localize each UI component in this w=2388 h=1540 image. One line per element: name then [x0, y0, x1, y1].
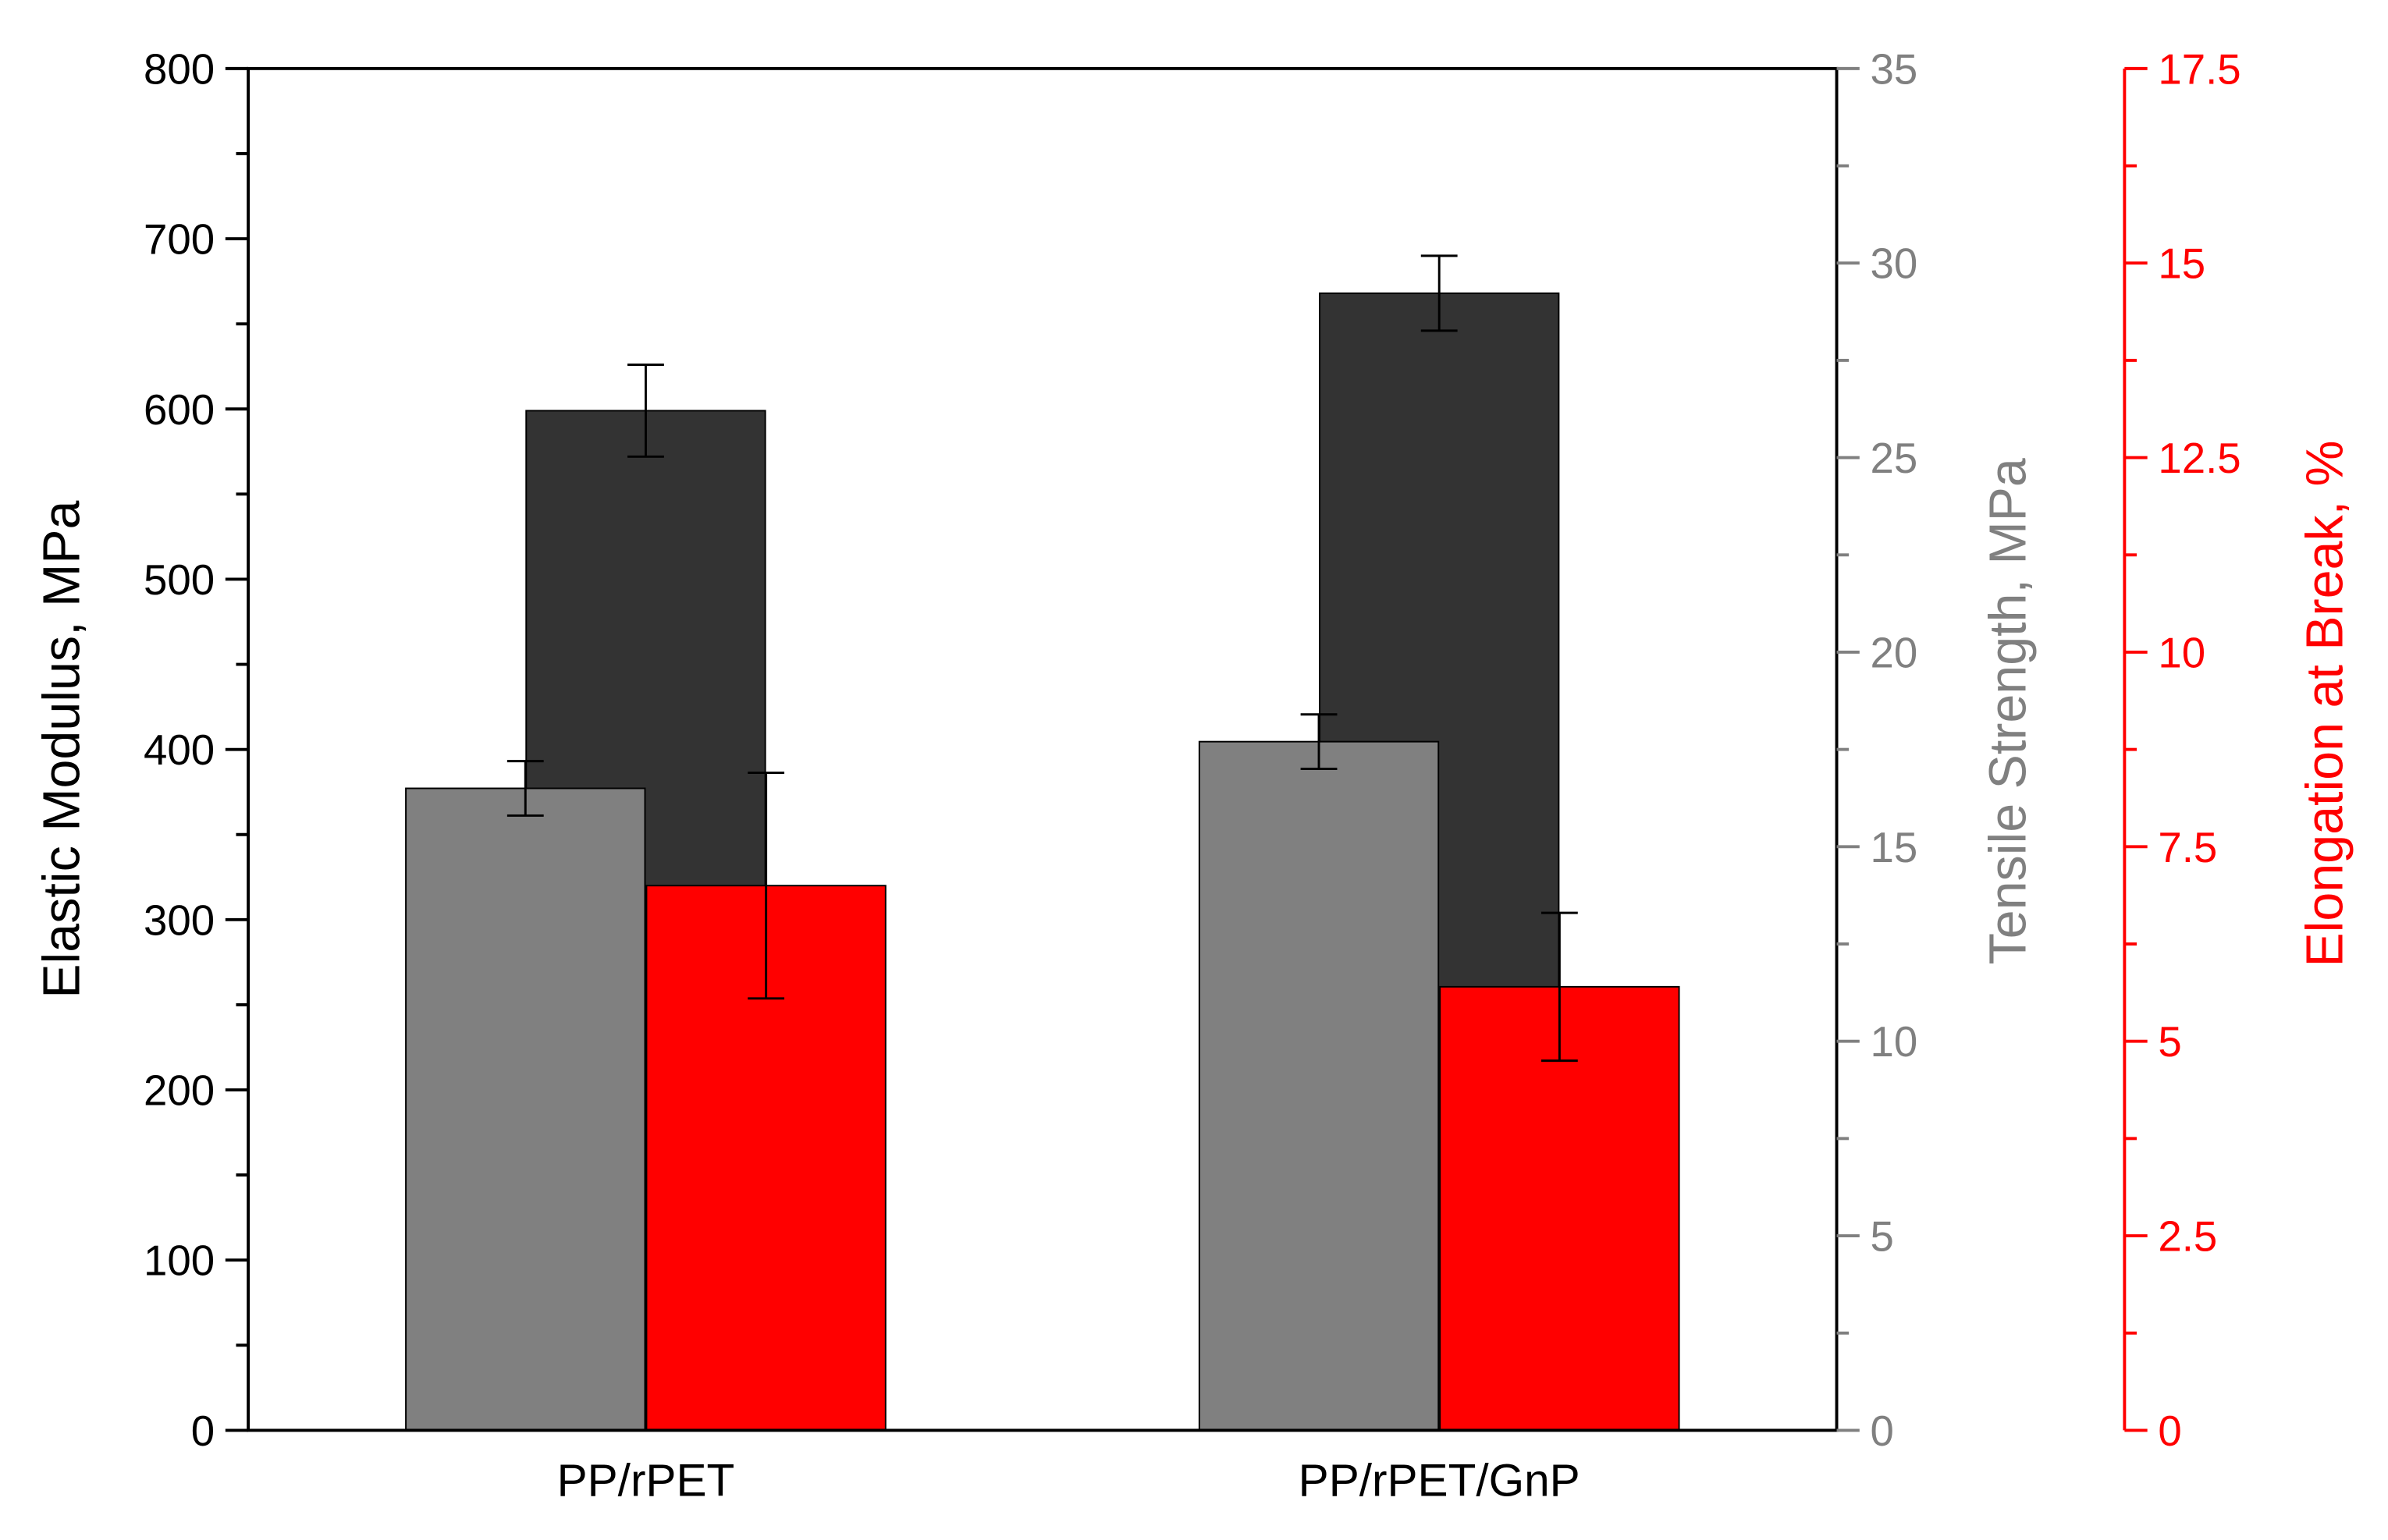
error-bars-layer [506, 254, 1578, 1063]
elongation-axis-tick-label: 0 [2158, 1407, 2181, 1455]
bar-right1-0 [405, 787, 646, 1432]
elongation-axis-tick-label: 2.5 [2158, 1213, 2217, 1261]
category-labels: PP/rPET PP/rPET/GnP [557, 1455, 1580, 1506]
elongation-axis-tick-label: 5 [2158, 1018, 2181, 1066]
left-axis-tick-label: 500 [144, 556, 215, 604]
elongation-axis-tick-label: 7.5 [2158, 824, 2217, 871]
category-label: PP/rPET [557, 1455, 735, 1506]
left-axis-tick-label: 600 [144, 386, 215, 434]
category-label: PP/rPET/GnP [1299, 1455, 1580, 1506]
elongation-axis-tick-label: 17.5 [2158, 45, 2241, 93]
error-bar [506, 760, 544, 817]
tensile-strength-axis-tick-label: 0 [1870, 1407, 1893, 1455]
error-bar [748, 772, 785, 1000]
bars-layer [405, 292, 1680, 1432]
tensile-strength-axis-title: Tensile Strength, MPa [1980, 458, 2038, 964]
left-axis-tick-label: 400 [144, 726, 215, 774]
tensile-strength-axis-tick-label: 20 [1870, 629, 1917, 676]
error-bar [1540, 911, 1578, 1063]
left-axis-title: Elastic Modulus, MPa [33, 500, 91, 998]
left-axis: 0 100 200 300 400 500 600 700 800 [144, 45, 249, 1455]
left-axis-tick-label: 300 [144, 896, 215, 944]
bar-right1-1 [1198, 740, 1440, 1432]
left-axis-tick-label: 200 [144, 1067, 215, 1115]
tensile-strength-axis-tick-label: 30 [1870, 240, 1917, 288]
left-axis-tick-label: 700 [144, 216, 215, 264]
elongation-axis-tick-label: 10 [2158, 629, 2205, 676]
error-bar [627, 364, 664, 458]
tensile-strength-axis-tick-label: 35 [1870, 45, 1917, 93]
elongation-axis-tick-label: 12.5 [2158, 435, 2241, 482]
tensile-strength-axis-tick-label: 15 [1870, 824, 1917, 871]
tensile-strength-axis: 0 5 10 15 20 25 30 35 [1836, 45, 1917, 1455]
elongation-axis-title: Elongation at Break, % [2296, 440, 2354, 967]
tensile-strength-axis-tick-label: 5 [1870, 1213, 1893, 1261]
error-bar [1420, 254, 1458, 332]
tensile-strength-axis-tick-label: 25 [1870, 435, 1917, 482]
left-axis-tick-label: 0 [191, 1407, 215, 1455]
error-bar [1300, 713, 1338, 771]
tensile-strength-axis-tick-label: 10 [1870, 1018, 1917, 1066]
elongation-axis: 0 2.5 5 7.5 10 12.5 15 17.5 [2123, 45, 2241, 1455]
left-axis-tick-label: 800 [144, 45, 215, 93]
left-axis-tick-label: 100 [144, 1237, 215, 1285]
elongation-axis-tick-label: 15 [2158, 240, 2205, 288]
